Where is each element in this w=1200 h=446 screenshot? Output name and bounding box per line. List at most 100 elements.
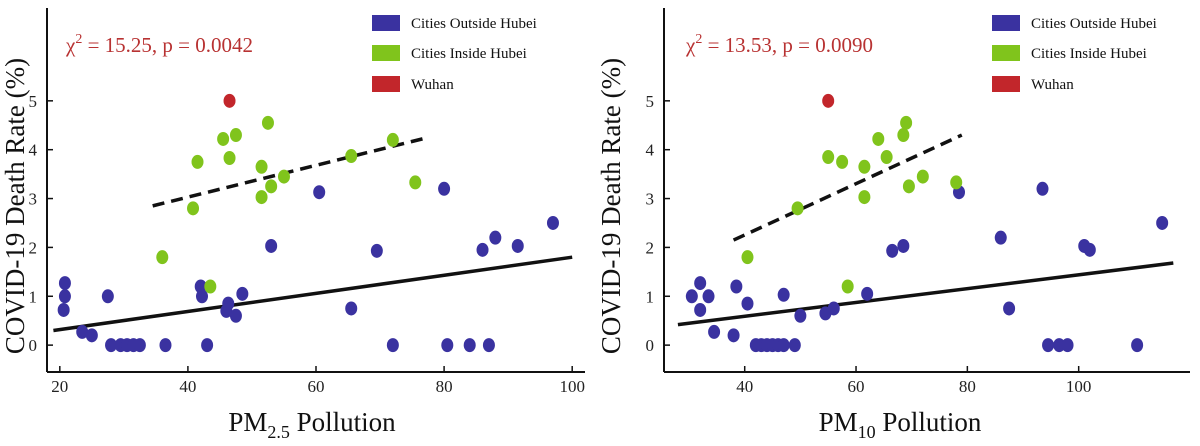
data-point-inside: [255, 159, 268, 174]
y-tick-label: 4: [29, 141, 38, 160]
data-point-inside: [858, 190, 871, 205]
data-point-outside: [994, 230, 1007, 245]
y-tick-label: 1: [646, 287, 655, 306]
data-point-outside: [1156, 215, 1169, 230]
data-point-inside: [229, 128, 242, 143]
data-point-inside: [191, 154, 204, 169]
y-axis: 0 1 2 3 4 5: [29, 8, 53, 372]
data-point-outside: [57, 302, 70, 317]
data-point-inside: [277, 169, 290, 184]
data-point-outside: [441, 338, 454, 353]
data-point-inside: [741, 250, 754, 265]
data-point-outside: [201, 338, 214, 353]
data-point-outside: [1042, 338, 1055, 353]
data-point-outside: [694, 302, 707, 317]
y-tick-label: 5: [646, 92, 655, 111]
legend-label-outside: Cities Outside Hubei: [1031, 16, 1157, 32]
data-point-outside: [777, 338, 790, 353]
x-tick-label: 40: [179, 377, 196, 396]
y-tick-label: 1: [29, 287, 38, 306]
legend: Cities Outside Hubei Cities Inside Hubei…: [372, 15, 537, 93]
legend-swatch-outside: [992, 15, 1020, 31]
data-point-outside: [58, 289, 71, 304]
data-point-inside: [902, 179, 915, 194]
data-point-inside: [204, 279, 217, 294]
data-point-inside: [858, 159, 871, 174]
y-tick-label: 2: [29, 238, 38, 257]
data-point-inside: [217, 131, 230, 146]
data-point-outside: [76, 324, 89, 339]
data-point-outside: [1036, 181, 1049, 196]
legend-label-inside: Cities Inside Hubei: [411, 46, 527, 62]
data-point-outside: [133, 338, 146, 353]
data-point-outside: [708, 324, 721, 339]
data-point-outside: [886, 243, 899, 258]
data-point-outside: [386, 338, 399, 353]
data-point-outside: [1003, 301, 1016, 316]
data-point-outside: [546, 215, 559, 230]
data-point-outside: [58, 276, 71, 291]
data-point-wuhan: [822, 93, 835, 108]
data-point-outside: [105, 338, 118, 353]
x-axis-label: PM10 Pollution: [819, 407, 982, 441]
legend: Cities Outside Hubei Cities Inside Hubei…: [992, 15, 1157, 93]
x-axis: 20 40 60 80 100: [47, 366, 585, 396]
data-point-inside: [872, 131, 885, 146]
data-point-outside: [345, 301, 358, 316]
data-point-outside: [685, 289, 698, 304]
data-point-outside: [1131, 338, 1144, 353]
data-point-outside: [489, 230, 502, 245]
x-tick-label: 100: [559, 377, 585, 396]
y-tick-label: 3: [646, 190, 655, 209]
pm25-scatter-chart: 0 1 2 3 4 5 20 40 60 80 100 COVID-19 Death Rate (…: [0, 8, 585, 442]
data-point-inside: [261, 115, 274, 130]
data-point-outside: [1083, 242, 1096, 257]
data-point-outside: [741, 296, 754, 311]
x-axis-label: PM2.5 Pollution: [228, 407, 396, 441]
x-tick-label: 60: [848, 377, 865, 396]
x-tick-label: 40: [736, 377, 753, 396]
data-point-outside: [265, 238, 278, 253]
data-point-outside: [222, 296, 235, 311]
data-point-outside: [827, 301, 840, 316]
x-tick-label: 80: [959, 377, 976, 396]
y-axis-label: COVID-19 Death Rate (%): [0, 58, 30, 354]
y-tick-label: 3: [29, 190, 38, 209]
legend-label-outside: Cities Outside Hubei: [411, 16, 537, 32]
data-point-outside: [85, 328, 98, 343]
data-point-inside: [156, 250, 169, 265]
legend-label-wuhan: Wuhan: [411, 77, 454, 93]
y-axis-label: COVID-19 Death Rate (%): [600, 58, 626, 354]
legend-swatch-wuhan: [992, 76, 1020, 92]
legend-swatch-inside: [372, 45, 400, 61]
data-point-inside: [841, 279, 854, 294]
x-tick-label: 100: [1066, 377, 1092, 396]
legend-label-wuhan: Wuhan: [1031, 77, 1074, 93]
data-point-outside: [1061, 338, 1074, 353]
y-tick-label: 4: [646, 141, 655, 160]
data-point-outside: [159, 338, 172, 353]
legend-swatch-inside: [992, 45, 1020, 61]
data-point-inside: [265, 179, 278, 194]
data-points: [57, 93, 559, 353]
y-tick-label: 0: [646, 336, 655, 355]
fit-lines: [53, 135, 573, 333]
chi-square-statistic: χ2 = 15.25, p = 0.0042: [65, 32, 253, 57]
data-point-outside: [370, 243, 383, 258]
y-tick-label: 2: [646, 238, 655, 257]
data-point-outside: [694, 276, 707, 291]
data-point-inside: [791, 201, 804, 216]
data-point-inside: [255, 190, 268, 205]
x-tick-label: 20: [51, 377, 68, 396]
data-point-inside: [836, 154, 849, 169]
data-point-inside: [880, 150, 893, 165]
x-tick-label: 60: [308, 377, 325, 396]
outside-hubei-trend-line: [53, 255, 573, 333]
data-point-outside: [897, 238, 910, 253]
legend-label-inside: Cities Inside Hubei: [1031, 46, 1147, 62]
data-point-outside: [777, 287, 790, 302]
outside-hubei-trend-line: [677, 261, 1174, 327]
data-point-inside: [223, 150, 236, 165]
fit-lines: [677, 133, 1174, 327]
chart-panel-pm25: 0 1 2 3 4 5 20 40 60 80 100 COVID-19 Death Rate (…: [0, 0, 600, 442]
